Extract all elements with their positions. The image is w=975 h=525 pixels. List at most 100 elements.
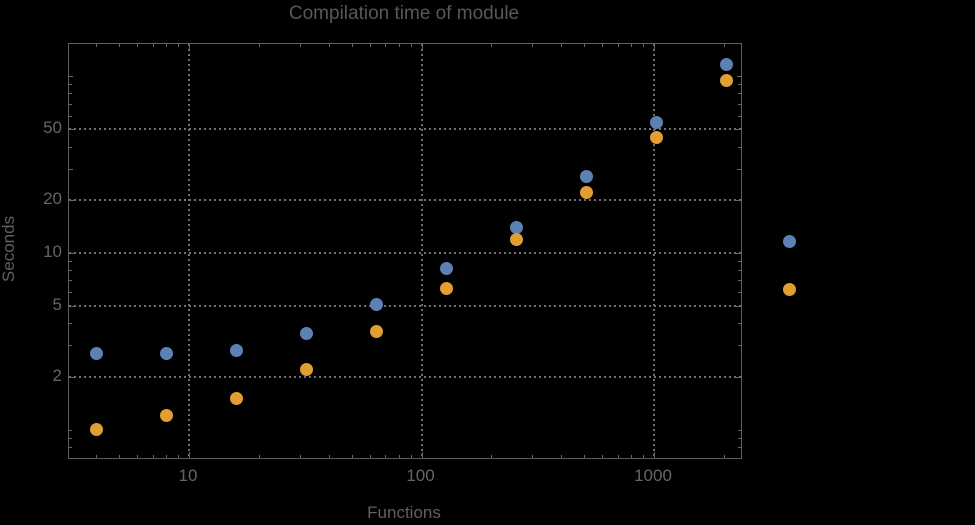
x-tick	[532, 455, 534, 458]
x-tick	[189, 452, 190, 458]
x-tick	[491, 455, 493, 458]
x-tick	[410, 44, 412, 47]
x-tick	[398, 455, 400, 458]
x-tick	[602, 44, 604, 47]
y-tick	[738, 93, 741, 95]
gridline-y-50	[69, 128, 741, 131]
legend-marker-series-1-blue	[782, 234, 796, 248]
data-point-series-2-orange-x256	[509, 232, 523, 246]
x-tick	[654, 452, 655, 458]
y-axis-label: Seconds	[0, 215, 18, 283]
x-tick	[258, 455, 260, 458]
data-point-series-1-blue-x8	[159, 346, 173, 360]
data-point-series-1-blue-x4	[89, 346, 103, 360]
x-tick	[617, 44, 619, 47]
y-tick	[735, 129, 741, 131]
y-tick	[69, 146, 72, 148]
x-tick	[410, 455, 412, 458]
gridline-y-20	[69, 198, 741, 201]
data-point-series-1-blue-x64	[369, 298, 383, 312]
data-point-series-2-orange-x2048	[719, 73, 733, 87]
x-tick	[328, 44, 330, 47]
x-tick	[398, 44, 400, 47]
x-tick	[119, 44, 120, 47]
y-tick	[735, 199, 741, 201]
y-tick	[738, 261, 741, 263]
x-tick	[351, 455, 353, 458]
y-tick	[69, 270, 72, 272]
data-point-series-1-blue-x16	[229, 344, 243, 358]
x-tick	[258, 44, 260, 47]
x-tick	[119, 455, 120, 458]
y-tick	[69, 292, 72, 294]
x-tick	[584, 455, 585, 458]
x-tick	[561, 44, 563, 47]
y-tick	[738, 280, 741, 282]
x-tick	[385, 455, 387, 458]
x-axis-label: Functions	[367, 503, 441, 522]
y-tick	[738, 323, 741, 325]
y-tick-label-20: 20	[43, 188, 62, 208]
y-tick-label-50: 50	[43, 118, 62, 138]
y-tick	[69, 280, 72, 282]
x-tick	[643, 455, 645, 458]
x-tick	[491, 44, 493, 47]
y-tick-label-10: 10	[43, 242, 62, 261]
x-tick	[178, 455, 180, 458]
data-point-series-2-orange-x512	[579, 185, 593, 199]
data-point-series-1-blue-x512	[579, 170, 593, 184]
x-tick-label-1000: 1000	[634, 466, 672, 485]
y-tick	[738, 115, 741, 117]
x-tick	[137, 455, 139, 458]
y-tick	[69, 437, 72, 439]
plot-area	[68, 43, 742, 459]
y-tick-label-2: 2	[52, 365, 62, 385]
x-tick	[96, 44, 98, 47]
x-tick	[166, 455, 168, 458]
y-tick	[738, 84, 741, 86]
x-tick	[723, 44, 725, 47]
y-tick	[69, 84, 72, 86]
x-tick	[723, 455, 725, 458]
x-tick	[385, 44, 387, 47]
x-tick	[299, 44, 301, 47]
x-tick	[643, 44, 645, 47]
y-tick	[69, 103, 72, 105]
data-point-series-1-blue-x1024	[649, 115, 663, 129]
y-tick	[69, 261, 72, 263]
x-tick	[602, 455, 604, 458]
x-tick	[351, 44, 353, 47]
x-tick	[152, 455, 154, 458]
y-tick	[69, 199, 75, 201]
y-tick	[738, 437, 741, 439]
x-tick	[631, 455, 633, 458]
y-tick	[738, 146, 741, 148]
y-tick	[738, 270, 741, 272]
gridline-x-10	[188, 44, 190, 458]
data-point-series-2-orange-x8	[159, 409, 173, 423]
y-tick	[69, 168, 73, 170]
y-tick	[69, 446, 72, 448]
y-tick	[69, 76, 73, 78]
data-point-series-1-blue-x2048	[719, 58, 733, 72]
x-tick	[532, 44, 534, 47]
gridline-y-5	[69, 305, 741, 308]
data-point-series-2-orange-x16	[229, 392, 243, 406]
x-tick	[421, 44, 423, 50]
y-tick	[69, 129, 75, 131]
y-tick	[738, 292, 741, 294]
x-tick	[584, 44, 585, 47]
gridline-y-10	[69, 252, 741, 254]
y-tick	[69, 115, 72, 117]
data-point-series-1-blue-x32	[299, 327, 313, 341]
x-tick	[178, 44, 180, 47]
x-tick	[369, 44, 371, 47]
y-tick	[69, 323, 72, 325]
x-tick	[299, 455, 301, 458]
x-tick	[166, 44, 168, 47]
data-point-series-1-blue-x256	[509, 220, 523, 234]
data-point-series-2-orange-x32	[299, 362, 313, 376]
x-tick	[96, 455, 98, 458]
y-tick	[69, 345, 72, 347]
x-tick	[631, 44, 633, 47]
